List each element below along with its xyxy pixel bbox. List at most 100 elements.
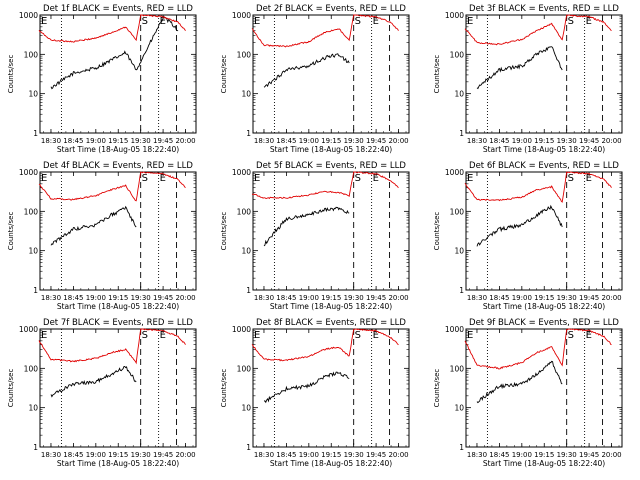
x-axis-label: Start Time (18-Aug-05 18:22:40) (270, 459, 392, 468)
panel-det-2: Det 2f BLACK = Events, RED = LLD Counts/s… (220, 4, 410, 154)
x-tick-label: 19:15 (108, 137, 128, 145)
marker-label-E: E (373, 173, 379, 184)
x-tick-label: 20:00 (601, 451, 621, 459)
marker-label-S: S (142, 16, 148, 27)
y-tick-label: 100 (24, 207, 39, 216)
x-axis-label: Start Time (18-Aug-05 18:22:40) (270, 145, 392, 154)
series-events-line (263, 371, 350, 404)
y-tick-label: 10 (28, 247, 38, 256)
plot-title: Det 9f BLACK = Events, RED = LLD (469, 318, 619, 328)
marker-label-S: S (568, 173, 574, 184)
y-tick-label: 1000 (19, 168, 38, 177)
y-tick-label: 10 (454, 247, 464, 256)
y-axis-label: Counts/sec (433, 369, 441, 408)
x-axis-label: Start Time (18-Aug-05 18:22:40) (270, 302, 392, 311)
panel-det-1: Det 1f BLACK = Events, RED = LLD Counts/s… (7, 4, 197, 154)
series-events-line (50, 366, 137, 398)
marker-label-E: E (467, 173, 473, 184)
y-axis-label: Counts/sec (433, 212, 441, 251)
y-axis-label: Counts/sec (220, 55, 228, 94)
x-tick-label: 18:45 (63, 137, 83, 145)
series-lld-line (38, 171, 186, 202)
y-tick-label: 1000 (19, 11, 38, 20)
x-axis-label: Start Time (18-Aug-05 18:22:40) (57, 459, 179, 468)
series-events-line (476, 360, 563, 404)
series-events-line (50, 205, 137, 246)
x-tick-label: 19:45 (366, 451, 386, 459)
x-axis-label: Start Time (18-Aug-05 18:22:40) (483, 459, 605, 468)
plot-frame (465, 171, 623, 291)
marker-label-S: S (355, 330, 361, 341)
x-tick-label: 19:00 (299, 451, 319, 459)
marker-label-E: E (41, 16, 47, 27)
series-events-line (476, 204, 563, 247)
marker-label-E: E (373, 330, 379, 341)
x-tick-label: 19:45 (366, 294, 386, 302)
x-tick-label: 20:00 (388, 137, 408, 145)
series-lld-line (464, 171, 612, 203)
x-tick-label: 19:30 (557, 137, 577, 145)
plot-frame (39, 171, 197, 291)
series-events-line (263, 53, 350, 88)
y-tick-label: 100 (24, 364, 39, 373)
y-tick-label: 1000 (232, 168, 251, 177)
x-tick-label: 19:15 (321, 294, 341, 302)
y-tick-label: 1000 (232, 325, 251, 334)
x-tick-label: 20:00 (175, 137, 195, 145)
marker-label-S: S (142, 330, 148, 341)
series-lld-line (251, 171, 399, 200)
y-tick-label: 1 (33, 286, 38, 295)
y-tick-label: 1 (459, 286, 464, 295)
y-tick-label: 10 (241, 247, 251, 256)
y-tick-label: 1000 (445, 168, 464, 177)
x-axis-label: Start Time (18-Aug-05 18:22:40) (483, 302, 605, 311)
y-tick-label: 1 (33, 443, 38, 452)
plot-frame (252, 14, 410, 134)
plot-title: Det 1f BLACK = Events, RED = LLD (43, 4, 193, 14)
x-tick-label: 19:45 (579, 294, 599, 302)
x-tick-label: 19:45 (153, 137, 173, 145)
series-lld-line (251, 14, 399, 48)
marker-label-E: E (586, 173, 592, 184)
marker-label-S: S (568, 16, 574, 27)
y-axis-label: Counts/sec (7, 369, 15, 408)
x-tick-label: 18:30 (467, 451, 487, 459)
y-tick-label: 100 (450, 364, 465, 373)
x-tick-label: 20:00 (388, 451, 408, 459)
marker-label-E: E (254, 173, 260, 184)
plot-frame (465, 328, 623, 448)
plot-frame (252, 328, 410, 448)
x-tick-label: 19:00 (86, 294, 106, 302)
y-axis-label: Counts/sec (7, 212, 15, 251)
y-tick-label: 1000 (232, 11, 251, 20)
x-tick-label: 19:30 (557, 451, 577, 459)
marker-label-S: S (355, 16, 361, 27)
x-axis-label: Start Time (18-Aug-05 18:22:40) (483, 145, 605, 154)
series-events-line (263, 206, 350, 247)
panel-det-9: Det 9f BLACK = Events, RED = LLD Counts/s… (433, 318, 623, 468)
plot-frame (39, 14, 197, 134)
y-tick-label: 10 (241, 404, 251, 413)
marker-label-E: E (373, 16, 379, 27)
x-tick-label: 19:45 (579, 451, 599, 459)
y-tick-label: 1 (246, 129, 251, 138)
x-tick-label: 19:30 (344, 294, 364, 302)
panel-det-5: Det 5f BLACK = Events, RED = LLD Counts/s… (220, 161, 410, 311)
y-tick-label: 10 (241, 90, 251, 99)
y-tick-label: 100 (450, 50, 465, 59)
x-tick-label: 19:00 (299, 137, 319, 145)
plot-title: Det 4f BLACK = Events, RED = LLD (43, 161, 193, 171)
y-tick-label: 100 (24, 50, 39, 59)
panel-det-4: Det 4f BLACK = Events, RED = LLD Counts/s… (7, 161, 197, 311)
y-tick-label: 100 (237, 207, 252, 216)
marker-label-S: S (355, 173, 361, 184)
x-tick-label: 19:30 (131, 451, 151, 459)
x-tick-label: 18:30 (254, 451, 274, 459)
marker-label-S: S (568, 330, 574, 341)
x-tick-label: 19:00 (86, 137, 106, 145)
y-tick-label: 1 (459, 443, 464, 452)
x-tick-label: 18:45 (489, 451, 509, 459)
series-lld-line (38, 328, 186, 365)
y-axis-label: Counts/sec (7, 55, 15, 94)
